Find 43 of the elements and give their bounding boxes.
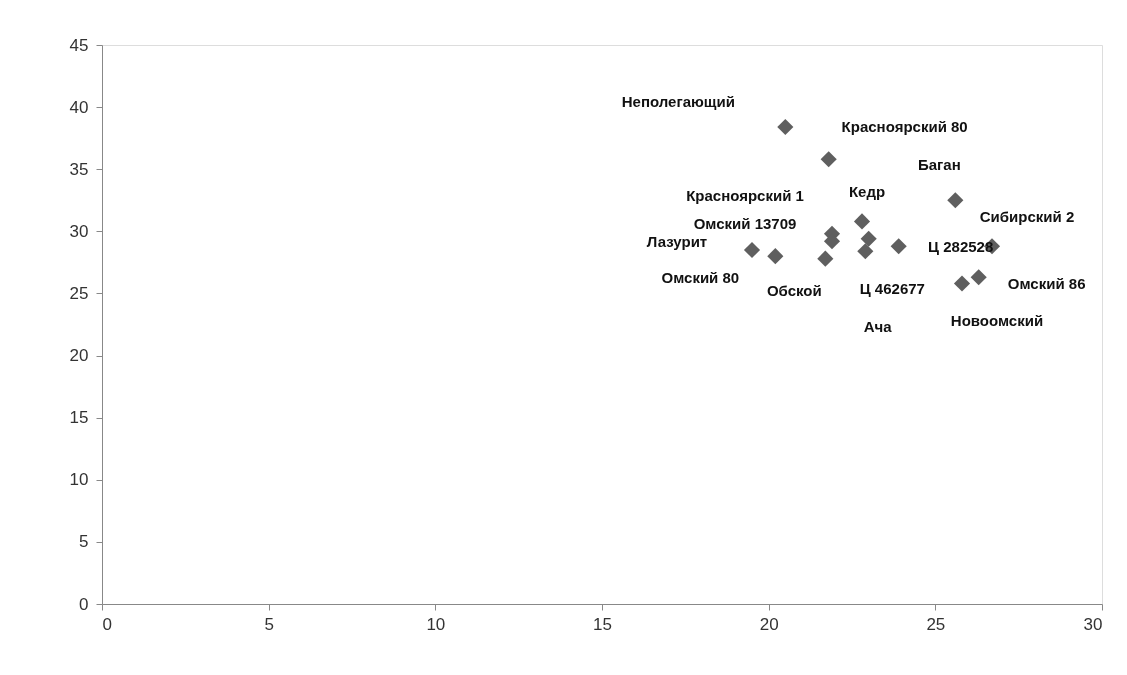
point (820, 151, 837, 168)
point (743, 241, 761, 259)
annotation: Кедр (848, 183, 886, 201)
point (970, 269, 987, 286)
annotation: Омский 86 (1007, 275, 1086, 293)
annotation: Обской (766, 281, 822, 299)
x-tick-label: 10 (426, 614, 446, 634)
x-tick-label: 25 (926, 614, 946, 634)
y-tick-label: 15 (69, 408, 89, 428)
y-tick-label: 25 (69, 283, 89, 303)
y-tick-label: 0 (79, 594, 89, 614)
annotation: Ача (863, 317, 893, 335)
x-tick-label: 20 (759, 614, 779, 634)
y-tick-label: 40 (69, 97, 89, 117)
annotation: Омский 13709 (693, 215, 797, 233)
x-tick-label: 0 (102, 614, 112, 634)
point (777, 118, 794, 136)
point (857, 243, 874, 260)
point (817, 250, 834, 267)
y-tick-label: 5 (79, 532, 89, 552)
annotation: Лазурит (646, 232, 708, 250)
annotation: Красноярский 80 (841, 118, 968, 136)
point (953, 275, 971, 292)
point (890, 238, 907, 255)
annotation: Ц 462677 (859, 280, 925, 298)
annotation: Неполегающий (621, 92, 735, 110)
y-tick-label: 30 (69, 221, 89, 241)
point (767, 248, 784, 265)
annotation: Красноярский 1 (686, 186, 804, 204)
point (947, 192, 964, 209)
point (860, 230, 877, 247)
annotation: Омский 80 (661, 269, 740, 287)
annotation: Новоомский (950, 311, 1044, 329)
x-tick-label: 5 (264, 614, 274, 634)
y-tick-label: 20 (69, 346, 89, 366)
point (853, 213, 871, 230)
y-tick-label: 10 (69, 470, 89, 490)
y-tick-label: 35 (69, 159, 89, 179)
annotation: Баган (917, 156, 961, 174)
x-tick-label: 30 (1083, 614, 1103, 634)
x-tick-label: 15 (593, 614, 612, 634)
annotation: Сибирский 2 (979, 208, 1075, 226)
y-tick-label: 45 (69, 35, 89, 55)
